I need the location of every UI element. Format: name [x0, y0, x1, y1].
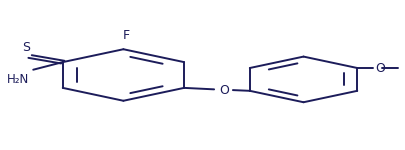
Text: F: F — [123, 29, 130, 42]
Text: S: S — [22, 40, 30, 54]
Text: O: O — [375, 61, 385, 75]
Text: O: O — [219, 84, 229, 97]
Text: H₂N: H₂N — [7, 73, 29, 86]
